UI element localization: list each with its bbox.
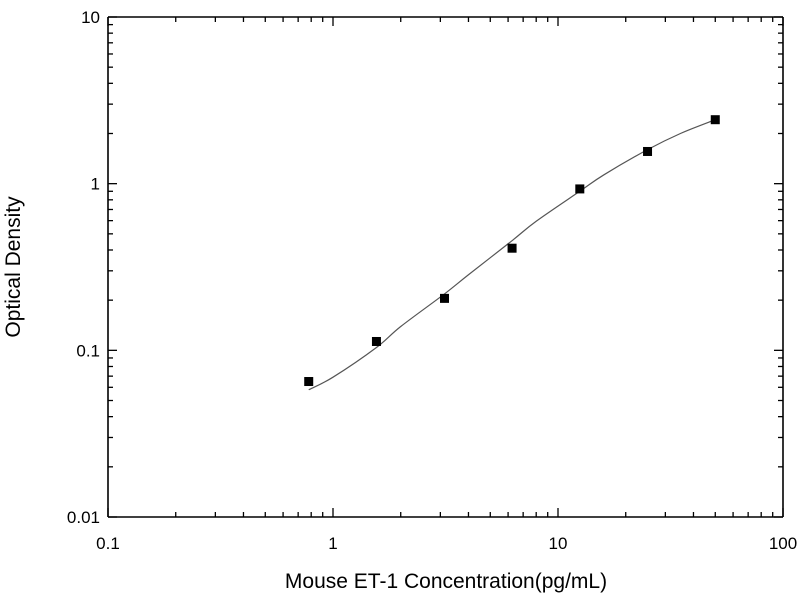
y-tick-label: 0.1 (76, 341, 100, 360)
data-point (439, 293, 449, 303)
data-point (643, 146, 653, 156)
data-points (304, 115, 720, 387)
data-point (371, 336, 381, 346)
axes (107, 16, 784, 518)
x-tick-label: 1 (328, 534, 337, 553)
y-tick-label: 10 (81, 8, 100, 27)
tick-labels: 0.1 1 10 100 0.01 0.1 1 10 (67, 8, 797, 553)
y-tick-label: 1 (91, 175, 100, 194)
axis-ticks (107, 16, 784, 518)
x-tick-label: 0.1 (96, 534, 120, 553)
data-point (507, 243, 517, 253)
y-tick-label: 0.01 (67, 508, 100, 527)
x-tick-label: 100 (769, 534, 797, 553)
data-point (710, 115, 720, 125)
fit-curve (308, 119, 716, 391)
fit-curve-layer (308, 119, 716, 391)
x-axis-title: Mouse ET-1 Concentration(pg/mL) (285, 570, 607, 593)
y-axis-title: Optical Density (2, 196, 25, 338)
x-tick-label: 10 (549, 534, 568, 553)
data-point (575, 184, 585, 194)
data-point (304, 377, 314, 387)
